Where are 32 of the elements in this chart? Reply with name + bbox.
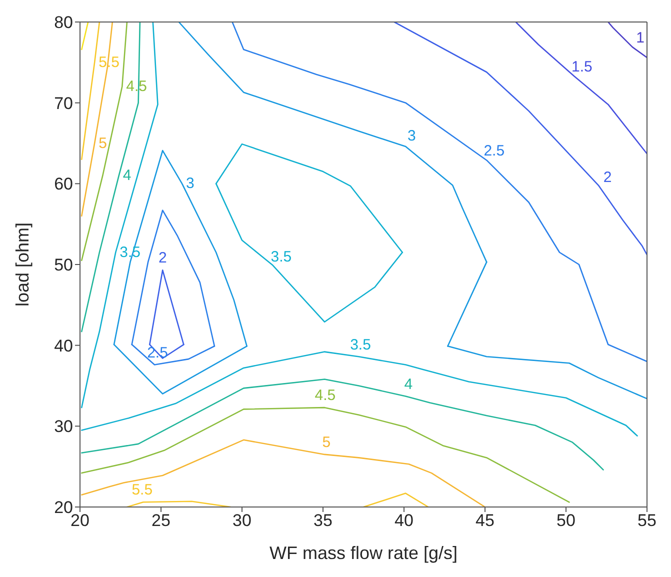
y-tick-label: 80 (54, 13, 73, 32)
series-label: 4.5 (314, 387, 336, 404)
series-label: 2 (158, 250, 167, 267)
x-tick-label: 20 (70, 511, 90, 530)
series-label: 4 (122, 167, 132, 184)
series-label: 5.5 (132, 482, 153, 499)
y-tick-label: 30 (54, 417, 73, 436)
series-label: 3.5 (270, 248, 292, 266)
series-label: 5 (322, 434, 331, 452)
x-axis-title: WF mass flow rate [g/s] (269, 543, 458, 563)
x-tick-label: 55 (638, 511, 656, 530)
x-tick-label: 35 (314, 511, 332, 530)
y-tick-label: 20 (54, 498, 73, 518)
series-label: 3 (186, 175, 194, 192)
series-label: 1 (636, 30, 645, 47)
y-tick-label: 50 (54, 256, 73, 275)
y-axis-title: load [ohm] (12, 222, 32, 307)
x-tick-label: 45 (476, 511, 494, 530)
x-tick-label: 25 (152, 511, 170, 530)
series-label: 2 (603, 168, 612, 186)
y-tick-label: 60 (54, 174, 73, 194)
series-label: 1.5 (571, 58, 592, 76)
series-label: 2.5 (484, 142, 505, 160)
x-tick-label: 50 (556, 511, 576, 530)
series-label: 5 (98, 134, 107, 152)
series-label: 3.5 (350, 336, 371, 354)
x-tick-label: 40 (394, 511, 414, 530)
series-label: 4 (404, 376, 413, 394)
series-label: 3 (407, 128, 416, 145)
y-tick-label: 40 (54, 336, 73, 356)
y-tick-label: 70 (54, 94, 73, 113)
x-tick-label: 30 (232, 511, 252, 530)
